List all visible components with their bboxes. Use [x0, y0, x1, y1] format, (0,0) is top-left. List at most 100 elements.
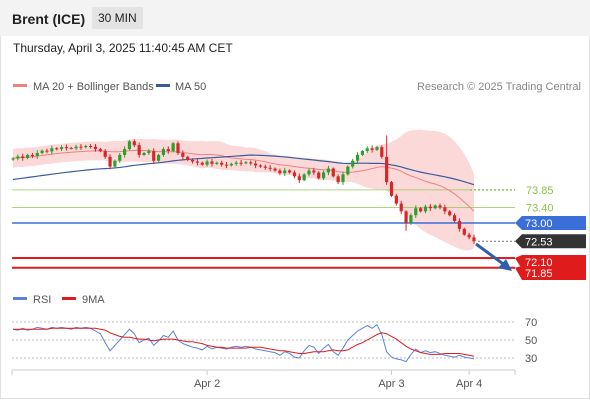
candle-body: [355, 154, 360, 161]
candle-body: [113, 160, 117, 167]
ma50-legend-swatch: [156, 84, 170, 87]
candle-body: [171, 143, 175, 152]
candle-body: [452, 215, 457, 222]
candle-body: [210, 161, 214, 164]
candle-body: [351, 160, 355, 167]
price-legend: MA 20 + Bollinger Bands MA 50 Research ©…: [13, 81, 581, 93]
candle-body: [50, 148, 54, 152]
ma20-line: [12, 149, 475, 212]
candle-body: [166, 149, 170, 152]
candle-body: [55, 148, 59, 150]
forecast-arrow: [475, 242, 512, 271]
candle-body: [292, 172, 297, 177]
candle-body: [263, 166, 267, 168]
ma20-legend-swatch: [13, 84, 27, 87]
candle-body: [394, 195, 398, 204]
candle-body: [127, 141, 132, 150]
forecast-arrow-shaft: [475, 242, 507, 268]
candle-body: [156, 154, 161, 161]
last-label: 72.53: [525, 236, 553, 248]
candle-body: [428, 206, 432, 209]
timeframe-button[interactable]: 30 MIN: [92, 7, 143, 29]
resistance-label: 73.40: [526, 202, 554, 214]
candle-body: [93, 146, 98, 150]
rsi-ma-legend-swatch: [62, 297, 76, 300]
candle-body: [302, 174, 306, 181]
candle-body: [457, 221, 462, 229]
forecast-arrow-head: [498, 259, 512, 271]
candle-body: [249, 162, 253, 164]
candle-body: [268, 167, 272, 169]
candle-body: [254, 163, 258, 166]
chart-header: Brent (ICE) 30 MIN: [0, 0, 590, 36]
candle-body: [433, 205, 437, 209]
candle-body: [16, 156, 20, 159]
candle-body: [118, 154, 122, 161]
last-label-tag: [515, 234, 586, 249]
candle-body: [181, 152, 185, 157]
support-label-tag: [515, 266, 586, 280]
rsi-tick-label: 50: [525, 335, 537, 347]
rsi-ma-legend-label: 9MA: [82, 294, 105, 306]
candle-body: [341, 174, 345, 183]
candle-body: [409, 215, 413, 223]
candle-body: [30, 154, 35, 157]
candle-body: [317, 172, 321, 179]
candle-body: [224, 164, 229, 166]
ma50-legend-label: MA 50: [175, 81, 206, 93]
candle-body: [186, 156, 190, 160]
candle-body: [205, 161, 209, 165]
candle-body: [365, 148, 369, 152]
rsi-tick-label: 30: [525, 353, 537, 365]
candle-body: [443, 207, 447, 212]
ma50-line: [12, 154, 475, 186]
rsi-legend: RSI 9MA: [13, 294, 105, 306]
rsi-legend-label: RSI: [33, 294, 51, 306]
x-axis-tick-label: Apr 3: [378, 378, 404, 390]
candle-body: [147, 151, 151, 153]
candle-body: [258, 165, 263, 167]
moving-averages: [12, 149, 475, 212]
candle-body: [69, 147, 73, 149]
candle-body: [195, 161, 199, 163]
instrument-title: Brent (ICE): [12, 11, 86, 27]
candle-body: [389, 182, 394, 196]
candle-body: [346, 166, 350, 175]
candle-body: [239, 162, 243, 164]
candle-body: [360, 151, 364, 155]
candle-body: [59, 147, 64, 150]
candle-body: [161, 149, 166, 155]
pivot-label: 73.00: [525, 218, 553, 230]
candle-body: [288, 170, 292, 173]
candle-body: [84, 145, 88, 148]
candle-body: [132, 141, 136, 146]
rsi-line: [12, 323, 475, 363]
candle-body: [220, 162, 224, 165]
candle-body: [331, 168, 335, 177]
candle-body: [200, 162, 204, 165]
candle-body: [307, 170, 311, 175]
candle-body: [45, 150, 49, 152]
copyright-text: Research © 2025 Trading Central: [417, 81, 581, 93]
candle-body: [35, 152, 39, 157]
candle-body: [399, 203, 403, 212]
candle-body: [448, 211, 452, 216]
candle-body: [370, 148, 374, 150]
candle-body: [123, 149, 127, 155]
x-axis-tick-label: Apr 4: [456, 378, 482, 390]
candle-body: [423, 206, 428, 212]
candle-body: [385, 156, 389, 183]
candle-body: [74, 146, 78, 149]
candle-body: [283, 170, 287, 174]
x-axis: Apr 2 Apr 3 Apr 4: [11, 369, 516, 390]
resistance-label: 73.85: [526, 185, 554, 197]
candle-body: [142, 152, 146, 155]
candle-body: [472, 237, 476, 242]
candle-body: [89, 145, 93, 147]
candle-body: [462, 228, 466, 235]
rsi-legend-swatch: [13, 297, 27, 300]
candle-body: [98, 149, 102, 152]
candle-body: [326, 168, 331, 173]
candle-body: [380, 147, 384, 157]
candle-body: [273, 168, 277, 171]
